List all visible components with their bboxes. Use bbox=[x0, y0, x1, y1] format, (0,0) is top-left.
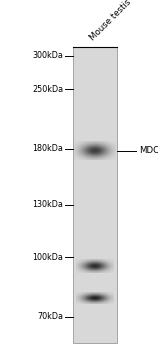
Text: 70kDa: 70kDa bbox=[37, 312, 63, 321]
Text: 100kDa: 100kDa bbox=[32, 253, 63, 262]
Text: Mouse testis: Mouse testis bbox=[88, 0, 133, 43]
Text: 300kDa: 300kDa bbox=[32, 51, 63, 61]
Bar bbox=[73, 47, 117, 343]
Text: 250kDa: 250kDa bbox=[32, 85, 63, 94]
Text: 180kDa: 180kDa bbox=[32, 144, 63, 153]
Text: MDC1: MDC1 bbox=[139, 146, 158, 155]
Text: 130kDa: 130kDa bbox=[32, 200, 63, 209]
